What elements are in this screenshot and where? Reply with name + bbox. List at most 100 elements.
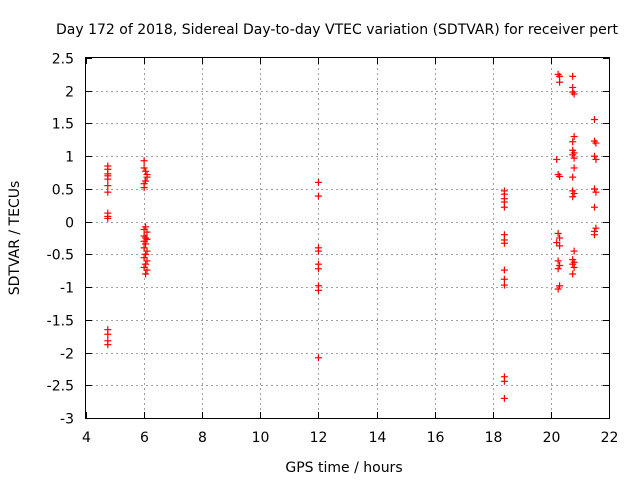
data-point	[554, 229, 562, 237]
data-point	[104, 182, 112, 190]
data-point	[554, 265, 562, 273]
x-tick-label: 14	[369, 430, 387, 446]
data-point	[314, 354, 322, 362]
data-point	[590, 185, 598, 193]
data-point	[570, 164, 578, 172]
data-point	[140, 184, 148, 192]
data-point	[314, 247, 322, 255]
data-point	[570, 154, 578, 162]
y-tick-label: 1	[65, 150, 74, 166]
data-point	[143, 228, 151, 236]
data-point	[142, 240, 150, 248]
data-point	[590, 152, 598, 160]
data-point	[314, 265, 322, 273]
data-point	[570, 90, 578, 98]
y-tick-label: -1	[60, 281, 74, 297]
data-point	[553, 155, 561, 163]
data-point	[500, 266, 508, 274]
data-point	[142, 270, 150, 278]
data-point	[500, 394, 508, 402]
data-point	[500, 377, 508, 385]
data-point	[314, 178, 322, 186]
y-tick-label: 2.5	[52, 52, 74, 68]
x-tick-label: 8	[198, 430, 207, 446]
data-point	[143, 173, 151, 181]
y-tick-label: -2.5	[47, 379, 74, 395]
data-point	[569, 193, 577, 201]
y-tick-label: 0.5	[52, 183, 74, 199]
data-point	[500, 275, 508, 283]
data-point	[556, 234, 564, 242]
data-point	[554, 257, 562, 265]
x-tick-label: 4	[82, 430, 91, 446]
data-point	[590, 231, 598, 239]
data-point	[569, 138, 577, 146]
data-point	[556, 282, 564, 290]
y-tick-label: -1.5	[47, 314, 74, 330]
data-point	[556, 261, 564, 269]
y-tick-label: 2	[65, 85, 74, 101]
data-points	[104, 70, 600, 402]
data-point	[590, 203, 598, 211]
data-point	[569, 173, 577, 181]
data-point	[592, 155, 600, 163]
data-point	[500, 239, 508, 247]
data-point	[590, 116, 598, 124]
data-point	[143, 257, 151, 265]
data-point	[569, 72, 577, 80]
data-point	[570, 263, 578, 271]
data-point	[314, 286, 322, 294]
x-tick-labels: 4 6 8 10 12 14 16 18 20 22	[82, 430, 618, 446]
x-tick-label: 18	[485, 430, 503, 446]
y-tick-labels: -3 -2.5 -2 -1.5 -1 -0.5 0 0.5 1 1.5 2 2.5	[47, 52, 74, 428]
grid-lines	[86, 58, 609, 418]
x-axis-label: GPS time / hours	[285, 460, 402, 476]
data-point	[143, 247, 151, 255]
data-point	[556, 172, 564, 180]
data-point	[592, 188, 600, 196]
data-point	[142, 250, 150, 258]
x-tick-label: 22	[601, 430, 619, 446]
data-point	[104, 214, 112, 222]
plot-area-frame	[85, 57, 610, 419]
x-tick-label: 6	[140, 430, 149, 446]
y-tick-label: -3	[60, 412, 74, 428]
x-tick-label: 10	[252, 430, 270, 446]
data-point	[570, 189, 578, 197]
data-point	[142, 167, 150, 175]
data-point	[104, 330, 112, 338]
data-point	[570, 133, 578, 141]
data-point	[569, 151, 577, 159]
data-point	[554, 285, 562, 293]
x-tick-label: 20	[543, 430, 561, 446]
data-point	[140, 164, 148, 172]
data-point	[142, 260, 150, 268]
data-point	[556, 78, 564, 86]
data-point	[500, 281, 508, 289]
axis-ticks	[86, 58, 610, 419]
chart-title: Day 172 of 2018, Sidereal Day-to-day VTE…	[56, 22, 618, 38]
y-axis-label: SDTVAR / TECUs	[7, 181, 23, 296]
data-point	[556, 242, 564, 250]
y-tick-label: -2	[60, 347, 74, 363]
y-tick-label: 0	[65, 216, 74, 232]
data-point	[569, 270, 577, 278]
data-point	[592, 224, 600, 232]
x-tick-label: 12	[310, 430, 328, 446]
data-point	[314, 192, 322, 200]
data-point	[143, 266, 151, 274]
y-tick-label: -0.5	[47, 248, 74, 264]
data-point	[142, 234, 150, 242]
data-point	[592, 139, 600, 147]
y-tick-label: 1.5	[52, 117, 74, 133]
data-point	[570, 247, 578, 255]
data-point	[556, 72, 564, 80]
data-point	[500, 203, 508, 211]
data-point	[104, 341, 112, 349]
data-point	[104, 188, 112, 196]
x-tick-label: 16	[427, 430, 445, 446]
data-point	[104, 175, 112, 183]
data-point	[140, 157, 148, 165]
data-point	[569, 260, 577, 268]
